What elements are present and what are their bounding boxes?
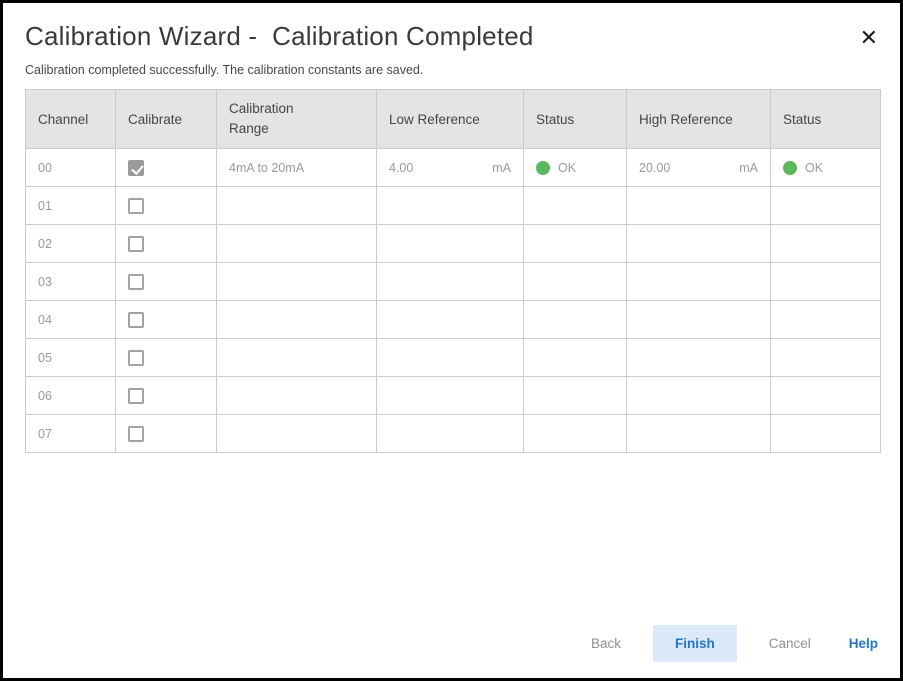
channel-label: 03 bbox=[25, 262, 116, 301]
low-status-label: OK bbox=[558, 160, 577, 175]
high-status-cell bbox=[770, 414, 881, 453]
high-reference-cell bbox=[626, 338, 771, 377]
calibrate-cell bbox=[115, 300, 217, 339]
low-status-cell bbox=[523, 376, 627, 415]
low-reference-cell bbox=[376, 376, 524, 415]
low-reference-value: 4.00 bbox=[389, 160, 414, 175]
status-ok-dot bbox=[783, 160, 797, 175]
high-status-cell bbox=[770, 186, 881, 225]
header-low-status: Status bbox=[523, 89, 627, 149]
high-status-cell: OK bbox=[770, 148, 881, 187]
status-ok-dot bbox=[536, 160, 550, 175]
calibrate-cell bbox=[115, 262, 217, 301]
calibration-range-value bbox=[216, 376, 377, 415]
calibrate-cell bbox=[115, 148, 217, 187]
header-calibration-range: Calibration Range bbox=[216, 89, 377, 149]
table-row-channel-06: 06 bbox=[25, 376, 881, 415]
calibrate-cell bbox=[115, 338, 217, 377]
low-status-cell: OK bbox=[523, 148, 627, 187]
calibrate-cell bbox=[115, 414, 217, 453]
channel-label: 06 bbox=[25, 376, 116, 415]
calibrate-checkbox[interactable] bbox=[128, 311, 144, 328]
header-low-reference: Low Reference bbox=[376, 89, 524, 149]
calibrate-checkbox[interactable] bbox=[128, 273, 144, 290]
high-status-cell bbox=[770, 224, 881, 263]
low-reference-cell bbox=[376, 414, 524, 453]
table-row-channel-07: 07 bbox=[25, 414, 881, 453]
high-status-cell bbox=[770, 300, 881, 339]
high-status-cell bbox=[770, 262, 881, 301]
calibrate-cell bbox=[115, 376, 217, 415]
low-status-cell bbox=[523, 224, 627, 263]
channel-label: 05 bbox=[25, 338, 116, 377]
calibration-table: Channel Calibrate Calibration Range Low … bbox=[25, 89, 881, 453]
low-status-cell bbox=[523, 414, 627, 453]
table-row-channel-01: 01 bbox=[25, 186, 881, 225]
high-status-cell bbox=[770, 376, 881, 415]
low-status-cell bbox=[523, 300, 627, 339]
table-row-channel-04: 04 bbox=[25, 300, 881, 339]
dialog-footer: Back Finish Cancel Help bbox=[585, 625, 884, 662]
high-status-cell bbox=[770, 338, 881, 377]
calibrate-checkbox[interactable] bbox=[128, 235, 144, 252]
channel-label: 04 bbox=[25, 300, 116, 339]
channel-label: 07 bbox=[25, 414, 116, 453]
dialog-title: Calibration Wizard - Calibration Complet… bbox=[25, 21, 534, 51]
low-reference-cell bbox=[376, 186, 524, 225]
table-row-channel-02: 02 bbox=[25, 224, 881, 263]
calibrate-checkbox-checked[interactable] bbox=[128, 159, 144, 176]
high-reference-cell bbox=[626, 186, 771, 225]
calibration-range-value bbox=[216, 414, 377, 453]
finish-button[interactable]: Finish bbox=[652, 625, 737, 662]
high-reference-unit: mA bbox=[739, 160, 758, 175]
header-calibrate: Calibrate bbox=[115, 89, 217, 149]
header-high-status: Status bbox=[770, 89, 881, 149]
low-reference-cell: 4.00 mA bbox=[376, 148, 524, 187]
channel-label: 01 bbox=[25, 186, 116, 225]
calibrate-checkbox[interactable] bbox=[128, 387, 144, 404]
high-reference-cell bbox=[626, 224, 771, 263]
high-status-label: OK bbox=[805, 160, 824, 175]
calibration-range-value bbox=[216, 224, 377, 263]
calibration-range-value bbox=[216, 186, 377, 225]
calibrate-cell bbox=[115, 224, 217, 263]
low-status-cell bbox=[523, 338, 627, 377]
header-channel: Channel bbox=[25, 89, 116, 149]
table-row-channel-05: 05 bbox=[25, 338, 881, 377]
low-reference-cell bbox=[376, 300, 524, 339]
calibrate-checkbox[interactable] bbox=[128, 349, 144, 366]
calibration-range-value bbox=[216, 338, 377, 377]
calibrate-checkbox[interactable] bbox=[128, 425, 144, 442]
header-high-reference: High Reference bbox=[626, 89, 771, 149]
low-status-cell bbox=[523, 262, 627, 301]
close-icon[interactable]: ✕ bbox=[858, 21, 880, 49]
high-reference-value: 20.00 bbox=[639, 160, 671, 175]
high-reference-cell bbox=[626, 262, 771, 301]
high-reference-cell bbox=[626, 376, 771, 415]
help-button[interactable]: Help bbox=[843, 625, 884, 662]
channel-label: 02 bbox=[25, 224, 116, 263]
low-reference-cell bbox=[376, 224, 524, 263]
high-reference-cell: 20.00 mA bbox=[626, 148, 771, 187]
channel-label: 00 bbox=[25, 148, 116, 187]
calibration-range-value bbox=[216, 300, 377, 339]
table-row-channel-03: 03 bbox=[25, 262, 881, 301]
calibrate-cell bbox=[115, 186, 217, 225]
low-reference-cell bbox=[376, 338, 524, 377]
back-button[interactable]: Back bbox=[585, 625, 627, 662]
table-row-channel-00: 00 4mA to 20mA 4.00 mA OK bbox=[25, 148, 881, 187]
low-status-cell bbox=[523, 186, 627, 225]
calibration-range-value bbox=[216, 262, 377, 301]
cancel-button[interactable]: Cancel bbox=[763, 625, 817, 662]
calibrate-checkbox[interactable] bbox=[128, 197, 144, 214]
high-reference-cell bbox=[626, 414, 771, 453]
low-reference-unit: mA bbox=[492, 160, 511, 175]
high-reference-cell bbox=[626, 300, 771, 339]
calibration-range-value: 4mA to 20mA bbox=[216, 148, 377, 187]
status-message: Calibration completed successfully. The … bbox=[25, 63, 424, 77]
table-header-row: Channel Calibrate Calibration Range Low … bbox=[25, 89, 881, 149]
dialog-header: Calibration Wizard - Calibration Complet… bbox=[3, 3, 900, 52]
low-reference-cell bbox=[376, 262, 524, 301]
